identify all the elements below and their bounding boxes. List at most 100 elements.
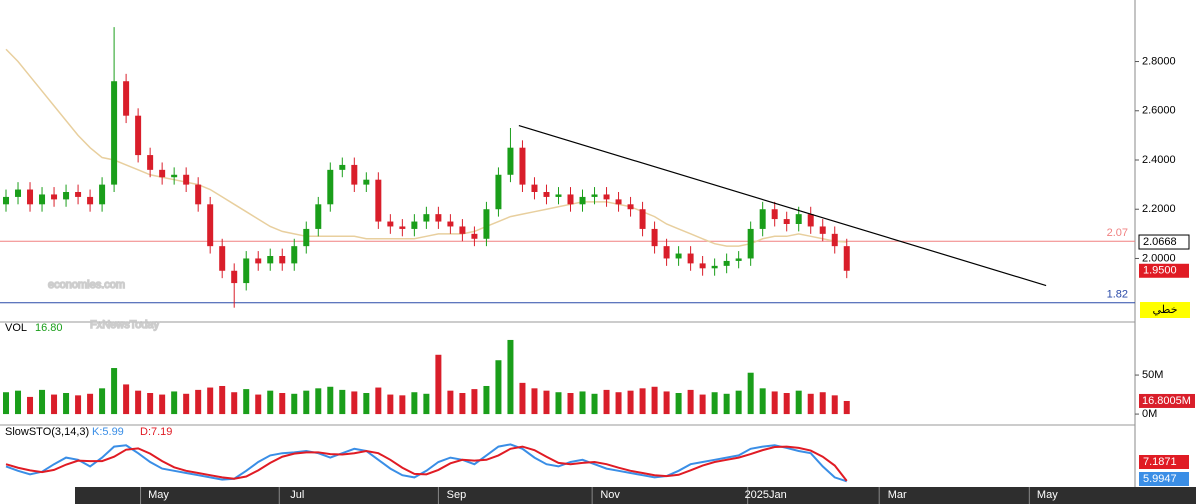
volume-bar [675, 393, 682, 415]
candle-body [27, 189, 34, 205]
candle-body [243, 258, 250, 284]
volume-bar [351, 391, 358, 415]
volume-bar [639, 388, 646, 415]
stoch-legend: K:5.99 [92, 426, 124, 438]
y-tick-label: 2.4000 [1142, 154, 1176, 166]
candle-body [735, 258, 742, 261]
volume-bar [735, 390, 742, 415]
x-tick-label: 2025Jan [745, 489, 787, 501]
volume-bar [747, 372, 754, 415]
candle-body [411, 221, 418, 229]
candle-body [123, 81, 130, 116]
x-tick-label: Mar [888, 489, 907, 501]
candle-body [759, 209, 766, 229]
candle-body [723, 260, 730, 266]
stoch-title: SlowSTO(3,14,3) [5, 426, 89, 438]
volume-bar [603, 389, 610, 415]
volume-bar [315, 388, 322, 415]
stoch-tag [1139, 455, 1189, 469]
candle-body [591, 194, 598, 197]
y-tick-label: 2.8000 [1142, 55, 1176, 67]
volume-bar [555, 392, 562, 415]
candle-body [51, 194, 58, 200]
candle-body [579, 196, 586, 205]
candle-body [387, 221, 394, 227]
volume-bar [327, 386, 334, 415]
volume-bar [843, 400, 850, 415]
scale-label: خطي [1153, 304, 1178, 316]
volume-bar [495, 360, 502, 415]
candle-body [375, 179, 382, 222]
candle-body [615, 199, 622, 205]
candle-body [807, 214, 814, 227]
volume-bar [795, 390, 802, 415]
candle-body [39, 194, 46, 205]
volume-bar [831, 395, 838, 415]
volume-bar [183, 393, 190, 415]
volume-bar [3, 392, 10, 415]
volume-bar [579, 391, 586, 415]
candle-body [327, 169, 334, 205]
volume-bar [219, 385, 226, 415]
level-label: 2.07 [1107, 227, 1128, 239]
stoch-tag-label: 5.9947 [1143, 473, 1177, 485]
candle-body [519, 147, 526, 185]
volume-bar [123, 384, 130, 415]
volume-bar [435, 354, 442, 415]
candle-body [363, 179, 370, 185]
candle-body [3, 196, 10, 205]
volume-bar [567, 393, 574, 415]
volume-bar [459, 393, 466, 415]
volume-bar [687, 389, 694, 415]
candle-body [699, 263, 706, 269]
volume-bar [303, 390, 310, 415]
candle-body [339, 164, 346, 170]
volume-bar [387, 394, 394, 415]
candle-body [135, 115, 142, 156]
candle-body [147, 155, 154, 170]
candle-body [195, 184, 202, 205]
x-tick-label: May [148, 489, 169, 501]
volume-bar [519, 382, 526, 415]
price-tag-label: 1.9500 [1143, 265, 1177, 277]
candle-body [531, 184, 538, 192]
volume-legend: 16.80 [35, 322, 63, 334]
volume-bar [51, 394, 58, 415]
volume-bar [171, 391, 178, 415]
candle-body [687, 253, 694, 264]
stoch-tag-label: 7.1871 [1143, 456, 1177, 468]
candle-body [747, 228, 754, 259]
volume-bar [771, 391, 778, 415]
volume-bar [111, 368, 118, 415]
candle-body [63, 192, 70, 200]
volume-bar [411, 392, 418, 415]
candle-body [843, 246, 850, 271]
y-tick-label: 2.0000 [1142, 252, 1176, 264]
candle-body [627, 204, 634, 210]
volume-bar [291, 393, 298, 415]
volume-bar [231, 392, 238, 415]
candle-body [639, 209, 646, 229]
volume-bar [135, 390, 142, 415]
volume-bar [723, 393, 730, 415]
volume-bar [87, 393, 94, 415]
candle-body [15, 189, 22, 197]
volume-bar [711, 392, 718, 415]
volume-bar [267, 390, 274, 415]
volume-bar [243, 389, 250, 415]
candle-body [291, 246, 298, 264]
candle-body [495, 174, 502, 210]
stoch-tag [1139, 472, 1189, 486]
volume-bar [447, 390, 454, 415]
candle-body [483, 209, 490, 239]
candle-body [435, 214, 442, 222]
candle-body [651, 228, 658, 247]
candle-body [819, 226, 826, 234]
candle-body [303, 228, 310, 247]
volume-bar [195, 389, 202, 415]
candle-body [555, 194, 562, 197]
candle-body [447, 221, 454, 227]
volume-bar [507, 339, 514, 415]
candle-body [99, 184, 106, 205]
